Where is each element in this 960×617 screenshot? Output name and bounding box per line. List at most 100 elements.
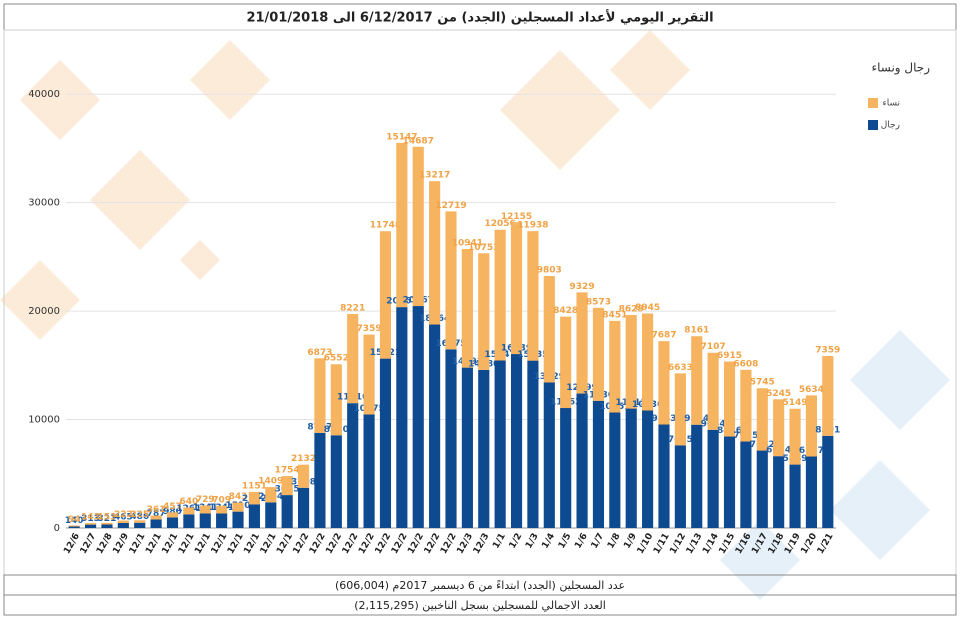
value-label: 321 (98, 514, 117, 524)
value-label: 10941 (452, 238, 483, 248)
value-label: 140 (65, 516, 84, 526)
bar-segment (265, 487, 277, 503)
bar-segment (429, 324, 441, 528)
bar-segment (412, 146, 424, 307)
value-label: 8451 (602, 310, 627, 320)
bar-segment (297, 487, 310, 528)
bar-segment (543, 382, 555, 528)
value-label: 486 (130, 512, 149, 522)
y-tick-label: 30000 (28, 198, 60, 209)
value-label: 5149 (783, 398, 808, 408)
bar-segment (609, 320, 621, 413)
bar-segment (789, 464, 801, 528)
value-label: 7359 (357, 324, 382, 334)
bar-segment (150, 519, 162, 528)
value-label: 2132 (291, 454, 316, 464)
bar-segment (805, 395, 817, 457)
bar-segment (461, 367, 473, 528)
footer-text: العدد الاجمالي للمسجلين بسجل الناخبين (2… (354, 599, 606, 612)
bar-segment (625, 408, 637, 528)
value-label: 8161 (684, 326, 709, 336)
bar-segment (429, 181, 441, 325)
bar-segment (592, 307, 605, 401)
bar-segment (658, 424, 670, 528)
legend-swatch (868, 120, 878, 130)
bar-segment (265, 502, 277, 528)
bar-segment (510, 354, 523, 528)
bar-segment (445, 349, 457, 528)
bar-segment (248, 504, 260, 528)
value-label: 465 (114, 512, 133, 522)
value-label: 6915 (717, 351, 742, 361)
bar-segment (609, 412, 621, 528)
bar-segment (281, 495, 293, 528)
bar-segment (199, 505, 211, 514)
value-label: 10753 (468, 243, 499, 253)
value-label: 709 (212, 495, 231, 505)
value-label: 8629 (619, 304, 644, 314)
value-label: 729 (196, 495, 215, 505)
bar-segment (478, 253, 490, 370)
y-tick-label: 0 (54, 523, 60, 534)
bar-segment (216, 505, 228, 514)
bar-segment (330, 364, 342, 436)
bar-segment (396, 307, 408, 528)
bar-segment (740, 441, 752, 528)
bar-segment (232, 502, 244, 512)
bar-segment (691, 424, 703, 528)
decoration (0, 30, 690, 340)
value-label: 13217 (419, 171, 450, 181)
value-label: 1754 (275, 466, 300, 476)
bar-segment (363, 334, 375, 415)
bar-segment (756, 388, 768, 451)
bar-segment (494, 360, 506, 528)
legend-swatch (868, 98, 878, 108)
bar-segment (756, 450, 768, 528)
bar-segment (707, 352, 719, 430)
value-label: 5245 (766, 389, 791, 399)
value-label: 225 (130, 510, 149, 520)
legend-label: رجال (881, 121, 900, 131)
bar-segment (723, 361, 736, 437)
value-label: 361 (147, 505, 166, 515)
value-label: 6873 (307, 348, 332, 358)
bar-segment (773, 456, 785, 528)
bar-segment (805, 456, 817, 528)
bar-segment (314, 432, 326, 528)
bar-segment (183, 507, 195, 515)
bar-segment (101, 522, 113, 525)
bar-segment (773, 399, 785, 457)
bar-segment (396, 142, 408, 308)
value-label: 143 (81, 513, 100, 523)
footer-row (3, 594, 957, 616)
bar-segment (166, 517, 179, 528)
value-label: 14687 (403, 136, 434, 146)
value-label: 5745 (750, 378, 775, 388)
bar-segment (445, 211, 457, 350)
bar-segment (134, 520, 146, 523)
bar-segment (543, 276, 555, 383)
legend-title: رجال ونساء (871, 61, 930, 76)
bar-segment (560, 316, 572, 409)
y-tick-label: 40000 (28, 89, 60, 100)
bar-segment (560, 408, 572, 528)
value-label: 6552 (324, 354, 349, 364)
bar-segment (642, 410, 654, 528)
bar-segment (85, 524, 97, 528)
bar-segment (150, 515, 162, 520)
value-label: 15147 (386, 132, 417, 142)
bar-segment (707, 429, 719, 528)
bar-segment (101, 524, 113, 528)
value-label: 1151 (242, 481, 267, 491)
bar-segment (281, 476, 293, 496)
value-label: 980 (163, 507, 182, 517)
value-label: 12155 (501, 212, 532, 222)
value-label: 8573 (586, 297, 611, 307)
value-label: 8945 (635, 303, 660, 313)
bar-segment (183, 514, 195, 528)
value-label: 843 (229, 492, 248, 502)
bar-segment (347, 314, 359, 404)
value-label: 313 (81, 514, 100, 524)
bar-segment (68, 525, 80, 527)
bar-segment (822, 435, 834, 528)
